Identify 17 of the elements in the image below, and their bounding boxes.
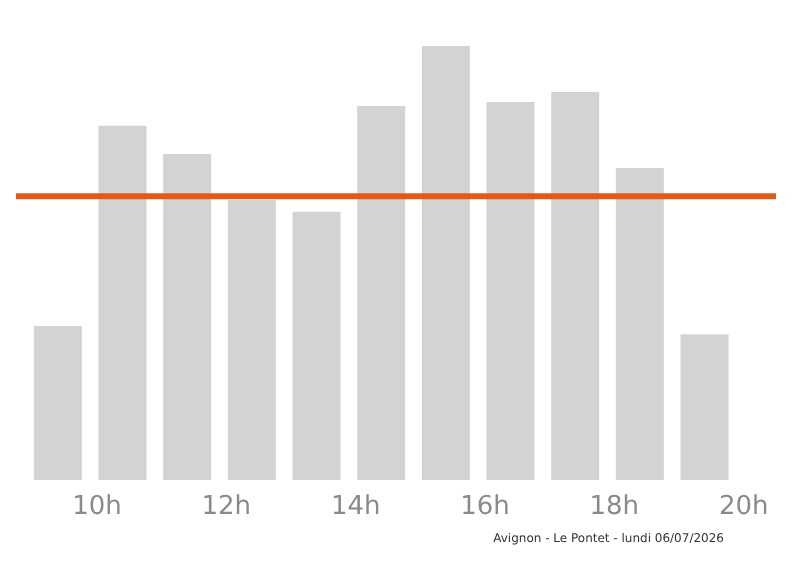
- x-tick-label: 18h: [589, 492, 640, 523]
- bar: [163, 154, 212, 480]
- bar: [357, 105, 406, 480]
- x-tick-label: 12h: [201, 492, 252, 523]
- x-tick-label: 14h: [330, 492, 381, 523]
- x-tick-label: 20h: [718, 492, 769, 523]
- bar: [486, 101, 535, 480]
- bar: [33, 325, 82, 480]
- bar: [615, 167, 664, 480]
- x-tick-label: 10h: [72, 492, 122, 523]
- bar: [680, 334, 729, 480]
- bar: [421, 46, 470, 480]
- bar: [227, 200, 276, 480]
- x-tick-label: 16h: [460, 492, 510, 523]
- bar: [551, 92, 600, 480]
- bar: [292, 211, 341, 480]
- bar: [98, 125, 147, 480]
